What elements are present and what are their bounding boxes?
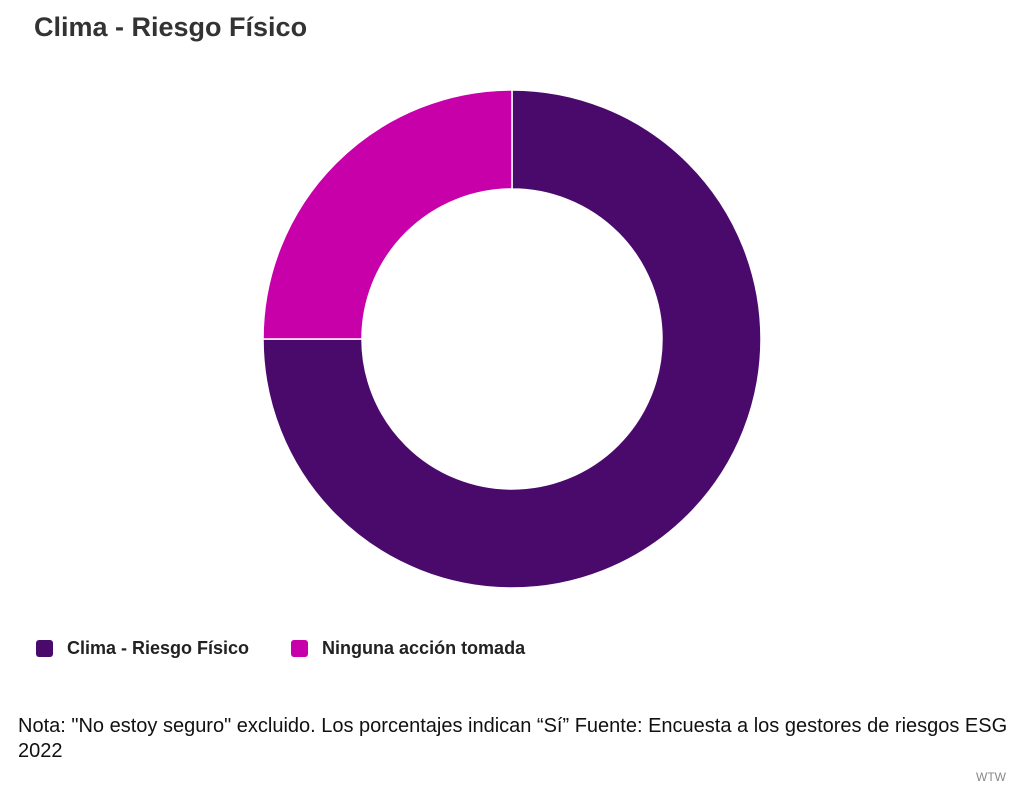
credit: WTW (976, 770, 1006, 784)
chart (262, 89, 762, 589)
legend: Clima - Riesgo Físico Ninguna acción toma… (36, 638, 525, 659)
legend-item: Ninguna acción tomada (291, 638, 525, 659)
note: Nota: "No estoy seguro" excluido. Los po… (18, 715, 1008, 762)
donut-slice (262, 89, 762, 589)
legend-label: Clima - Riesgo Físico (67, 638, 250, 658)
legend-item: Clima - Riesgo Físico (36, 638, 249, 659)
legend-label: Ninguna acción tomada (322, 638, 526, 658)
legend-swatch (36, 640, 53, 657)
legend-swatch (291, 640, 309, 657)
chart-title: Clima - Riesgo Físico (34, 12, 308, 42)
donut-slice (262, 89, 513, 340)
